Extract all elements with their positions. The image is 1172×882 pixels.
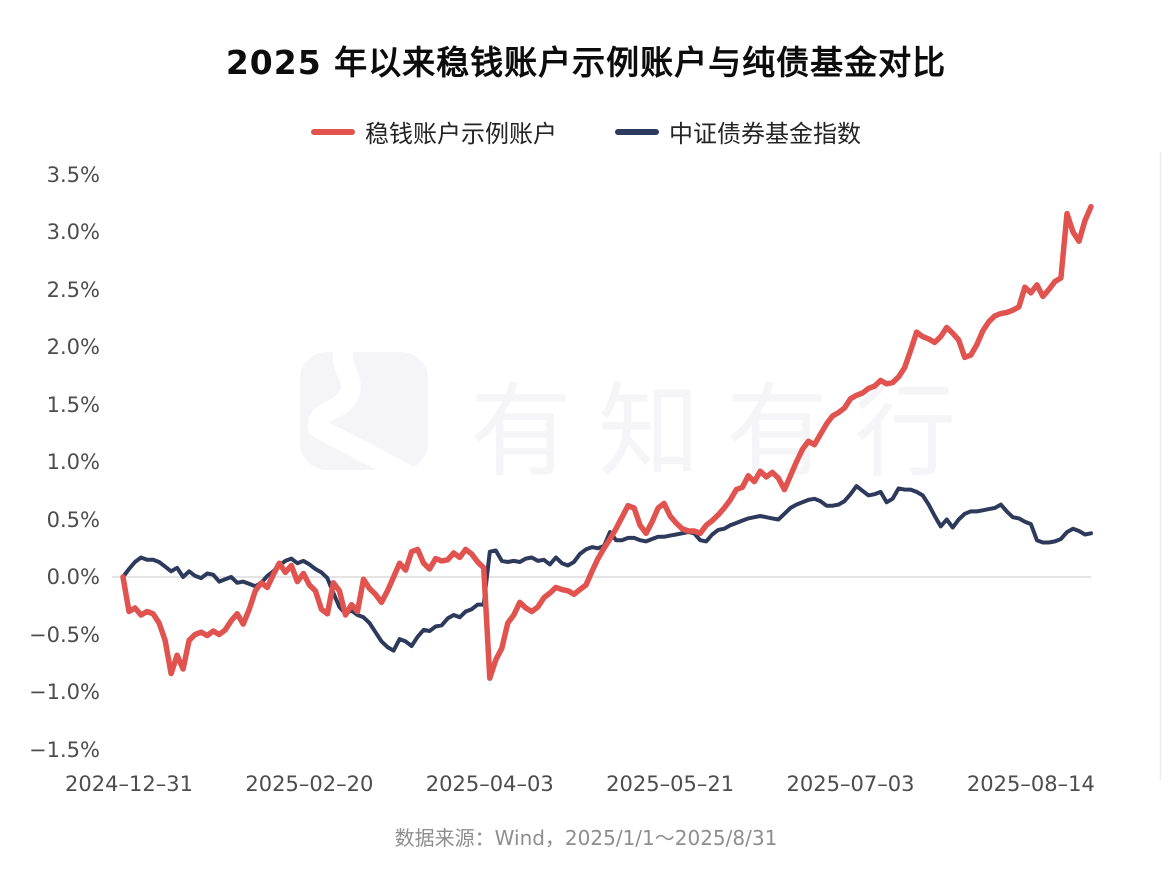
y-tick-label: −0.5% bbox=[29, 622, 100, 647]
x-tick-label: 2025–05–21 bbox=[606, 772, 735, 796]
x-tick-label: 2025–08–14 bbox=[966, 772, 1095, 796]
y-tick-label: −1.5% bbox=[29, 737, 100, 762]
y-tick-label: 3.0% bbox=[46, 220, 100, 244]
x-tick-label: 2025–04–03 bbox=[425, 772, 554, 796]
navy-line-swatch-icon bbox=[615, 128, 659, 135]
y-tick-label: −1.0% bbox=[29, 680, 100, 704]
legend: 稳钱账户示例账户 中证债券基金指数 bbox=[0, 114, 1172, 149]
legend-item-bond-index: 中证债券基金指数 bbox=[615, 114, 861, 149]
y-tick-label: 2.5% bbox=[46, 277, 100, 302]
y-tick-label: 1.5% bbox=[46, 392, 100, 417]
legend-label: 中证债券基金指数 bbox=[669, 120, 861, 148]
y-tick-label: 2.0% bbox=[46, 335, 100, 359]
y-tick-label: 0.0% bbox=[46, 565, 100, 589]
chart-title: 2025 年以来稳钱账户示例账户与纯债基金对比 bbox=[225, 43, 947, 82]
data-source-note: 数据来源：Wind，2025/1/1～2025/8/31 bbox=[394, 826, 778, 850]
legend-label: 稳钱账户示例账户 bbox=[365, 120, 557, 148]
y-tick-label: 0.5% bbox=[46, 507, 100, 532]
x-tick-label: 2025–07–03 bbox=[786, 772, 915, 796]
legend-item-stable-account: 稳钱账户示例账户 bbox=[311, 114, 557, 149]
red-line-swatch-icon bbox=[311, 128, 355, 135]
x-tick-label: 2024–12–31 bbox=[65, 772, 193, 796]
red-series-line bbox=[120, 203, 1094, 681]
y-tick-label: 3.5% bbox=[46, 162, 100, 187]
y-tick-label: 1.0% bbox=[46, 450, 100, 474]
navy-series-line bbox=[121, 484, 1093, 653]
x-tick-label: 2025–02–20 bbox=[245, 772, 374, 796]
